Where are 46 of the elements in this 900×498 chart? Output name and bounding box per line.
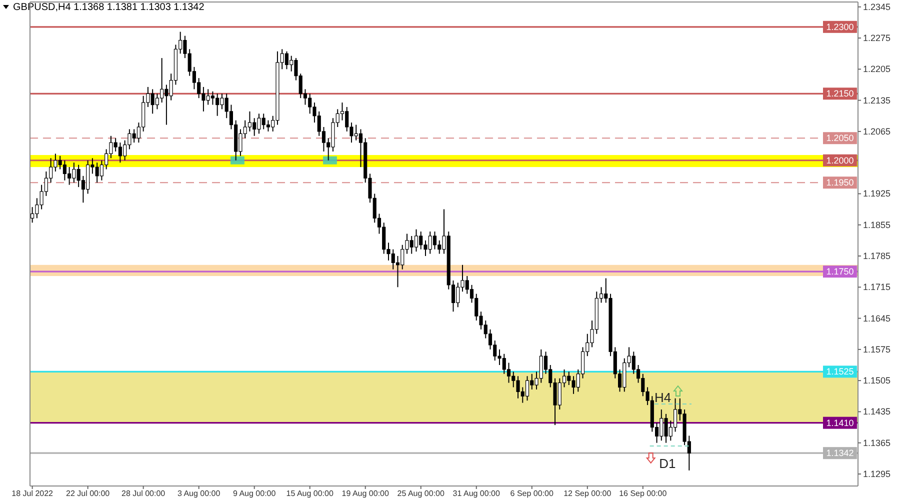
candlestick [525,376,530,402]
x-tick-label: 3 Aug 00:00 [177,489,221,498]
y-tick-label: 1.2065 [863,126,891,136]
ref-line-label: 1.2300 [826,22,854,32]
candlestick [284,50,289,70]
x-tick-label: 19 Aug 00:00 [342,489,390,498]
x-tick-label: 18 Jul 2022 [12,489,54,498]
y-tick-label: 1.1925 [863,188,891,199]
x-tick-label: 22 Jul 00:00 [66,489,110,498]
x-tick-label: 15 Aug 00:00 [286,489,334,498]
ref-line-label: 1.1525 [826,366,854,377]
candlestick [432,231,437,250]
candlestick [506,362,511,384]
chart-title: GBPUSD,H4 1.1368 1.1381 1.1303 1.1342 [13,2,205,13]
annotation: D1 [659,456,676,471]
ref-line-label: 1.2000 [826,155,854,166]
y-tick-label: 1.2345 [863,2,891,12]
y-tick-label: 1.1365 [863,438,891,448]
candlestick [414,228,418,252]
ref-line-label: 1.1410 [826,418,854,428]
annotation: H4 [654,390,672,405]
ref-line-label: 1.1342 [826,448,854,458]
y-tick-label: 1.1295 [863,468,891,479]
ref-line-label: 1.2050 [826,133,854,144]
y-tick-label: 1.1785 [863,251,891,262]
x-tick-label: 28 Jul 00:00 [122,489,166,498]
candlestick [266,120,270,132]
candlestick [30,206,34,224]
x-tick-label: 31 Aug 00:00 [452,489,501,498]
ref-line-label: 1.2150 [826,88,854,99]
y-tick-label: 1.2205 [863,64,891,74]
y-tick-label: 1.1575 [863,344,891,354]
y-tick-label: 1.1435 [863,406,891,417]
y-tick-label: 1.1645 [863,313,891,324]
y-tick-label: 1.2135 [863,95,891,106]
y-tick-label: 1.1505 [863,376,891,386]
x-tick-label: 6 Sep 00:00 [510,489,554,498]
ref-line-label: 1.1950 [826,178,854,188]
y-tick-label: 1.1715 [863,282,891,292]
ref-line-label: 1.1750 [826,266,854,277]
y-tick-label: 1.2275 [863,33,891,44]
x-tick-label: 25 Aug 00:00 [397,489,445,498]
x-tick-label: 9 Aug 00:00 [232,489,276,498]
y-tick-label: 1.1855 [863,220,891,230]
x-tick-label: 12 Sep 00:00 [564,489,612,498]
x-tick-label: 16 Sep 00:00 [619,489,668,498]
